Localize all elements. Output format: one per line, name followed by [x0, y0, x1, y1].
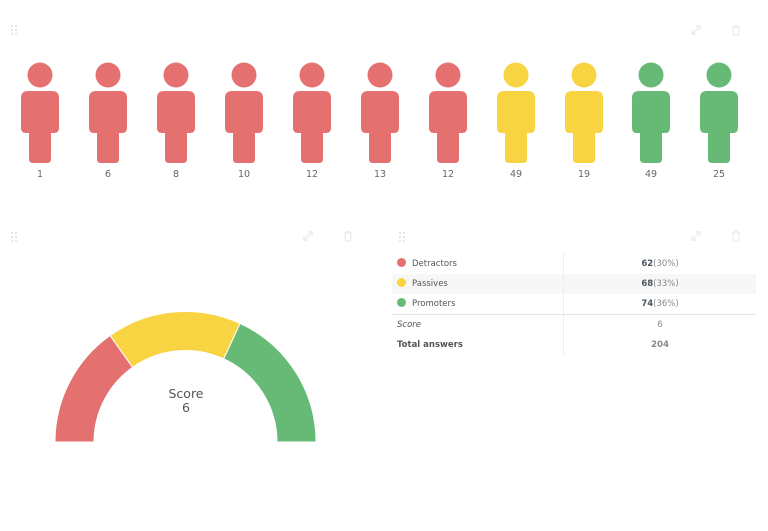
person-value-label: 1: [36, 169, 44, 180]
person-icon: [21, 62, 59, 163]
person-passive: 49: [496, 62, 536, 180]
promoter-dot-icon: [397, 298, 406, 307]
score-label: Score: [392, 314, 564, 335]
gauge-segment-promoters: [223, 322, 317, 443]
gauge-segment-passives: [109, 311, 241, 369]
row-count: 62: [641, 259, 654, 269]
score-value: 6: [563, 314, 756, 335]
summary-panel: [384, 220, 768, 520]
person-detractor: 12: [292, 62, 332, 180]
row-count: 74: [641, 299, 654, 309]
total-value: 204: [651, 340, 669, 350]
row-percent: (30%): [653, 259, 679, 269]
row-percent: (36%): [653, 299, 679, 309]
table-row-detractors: Detractors 62(30%): [392, 254, 756, 274]
person-detractor: 12: [428, 62, 468, 180]
person-value-label: 12: [305, 169, 319, 180]
person-value-label: 49: [644, 169, 658, 180]
person-value-label: 10: [237, 169, 251, 180]
person-detractor: 13: [360, 62, 400, 180]
passive-dot-icon: [397, 278, 406, 287]
row-count: 68: [641, 279, 654, 289]
people-row: 1 6 8 10 12 13 12 49 19 49 25: [0, 62, 768, 192]
person-value-label: 25: [712, 169, 726, 180]
person-detractor: 6: [88, 62, 128, 180]
expand-icon[interactable]: [690, 230, 702, 242]
person-detractor: 8: [156, 62, 196, 180]
person-value-label: 19: [577, 169, 591, 180]
person-icon: [497, 62, 535, 163]
total-label: Total answers: [392, 335, 564, 355]
person-icon: [565, 62, 603, 163]
row-label: Detractors: [412, 259, 457, 269]
person-icon: [632, 62, 670, 163]
person-icon: [157, 62, 195, 163]
person-value-label: 6: [104, 169, 112, 180]
person-icon: [225, 62, 263, 163]
person-value-label: 49: [509, 169, 523, 180]
table-row-total: Total answers 204: [392, 335, 756, 355]
person-passive: 19: [564, 62, 604, 180]
gauge-value: 6: [182, 400, 190, 415]
person-value-label: 8: [172, 169, 180, 180]
expand-icon[interactable]: [302, 230, 314, 242]
people-distribution-panel: 1 6 8 10 12 13 12 49 19 49 25: [0, 0, 768, 200]
table-row-passives: Passives 68(33%): [392, 274, 756, 294]
person-promoter: 25: [699, 62, 739, 180]
detractor-dot-icon: [397, 258, 406, 267]
person-detractor: 1: [20, 62, 60, 180]
table-row-promoters: Promoters 74(36%): [392, 294, 756, 315]
person-value-label: 13: [373, 169, 387, 180]
person-value-label: 12: [441, 169, 455, 180]
drag-handle-icon[interactable]: [399, 232, 407, 242]
person-detractor: 10: [224, 62, 264, 180]
gauge-title: Score: [168, 386, 204, 401]
row-label: Passives: [412, 279, 448, 289]
trash-icon[interactable]: [730, 24, 742, 36]
summary-table: Detractors 62(30%) Passives 68(33%) Prom…: [392, 254, 756, 355]
trash-icon[interactable]: [730, 230, 742, 242]
person-icon: [429, 62, 467, 163]
trash-icon[interactable]: [342, 230, 354, 242]
person-icon: [700, 62, 738, 163]
person-icon: [89, 62, 127, 163]
person-icon: [293, 62, 331, 163]
drag-handle-icon[interactable]: [11, 232, 19, 242]
person-promoter: 49: [631, 62, 671, 180]
drag-handle-icon[interactable]: [11, 25, 19, 35]
score-gauge-chart: [54, 311, 317, 443]
row-percent: (33%): [653, 279, 679, 289]
gauge-center-label: Score 6: [126, 387, 246, 415]
expand-icon[interactable]: [690, 24, 702, 36]
person-icon: [361, 62, 399, 163]
score-gauge-panel: Score 6: [0, 220, 384, 520]
row-label: Promoters: [412, 299, 456, 309]
table-row-score: Score 6: [392, 314, 756, 335]
